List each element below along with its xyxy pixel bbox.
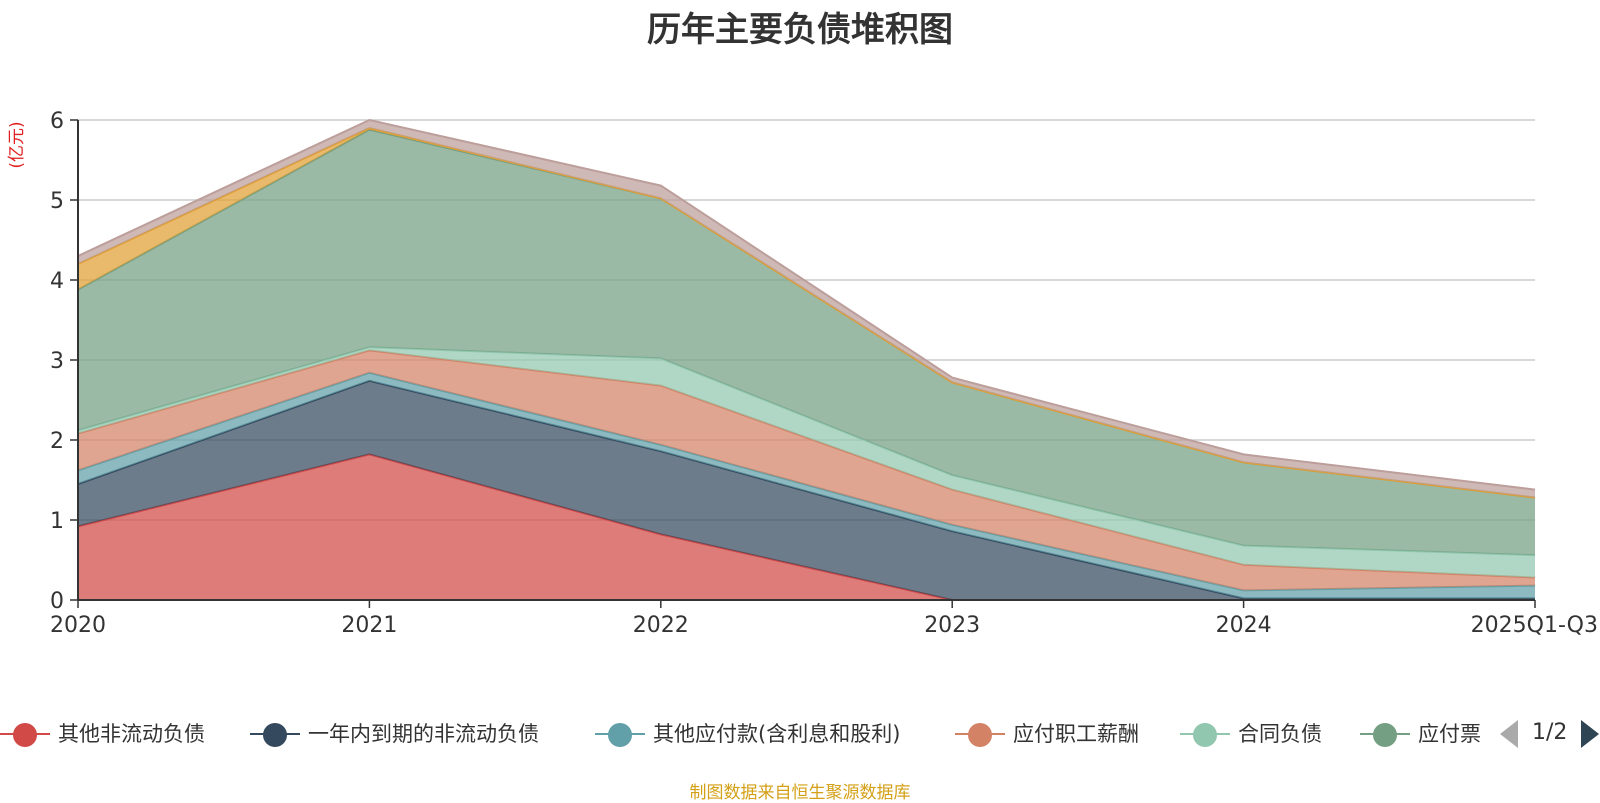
area-layer bbox=[77, 118, 1536, 601]
line-series-7 bbox=[77, 118, 1536, 491]
area-series-4 bbox=[78, 347, 1535, 578]
legend-label: 其他应付款(含利息和股利) bbox=[653, 722, 901, 746]
legend-marker-icon bbox=[1373, 723, 1397, 747]
stacked-area-chart: 0 1 2 3 4 5 6 2020 2021 2022 2023 2024 2025Q1-Q3 (亿元) bbox=[7, 109, 1598, 638]
legend-pager: 1/2 bbox=[1500, 716, 1600, 756]
y-tick-label: 1 bbox=[50, 509, 64, 534]
legend-items: 其他非流动负债 一年内到期的非流动负债 其他应付款(含利息和股利) 应付职工薪酬 合同负… bbox=[0, 716, 1500, 756]
y-tick-label: 0 bbox=[50, 589, 64, 614]
legend-label: 应付票 bbox=[1418, 722, 1481, 746]
data-source-note: 制图数据来自恒生聚源数据库 bbox=[689, 783, 911, 803]
legend-marker-icon bbox=[608, 723, 632, 747]
y-tick-label: 4 bbox=[50, 269, 64, 294]
legend-label: 其他非流动负债 bbox=[58, 722, 205, 746]
chart-title: 历年主要负债堆积图 bbox=[647, 10, 953, 50]
y-tick-label: 5 bbox=[50, 189, 64, 214]
x-tick-label: 2020 bbox=[50, 613, 106, 638]
legend-label: 合同负债 bbox=[1238, 722, 1322, 746]
x-tick-label: 2022 bbox=[633, 613, 689, 638]
axis-layer: 0 1 2 3 4 5 6 2020 2021 2022 2023 2024 2025Q1-Q3 (亿元) bbox=[7, 109, 1598, 638]
legend-marker-icon bbox=[968, 723, 992, 747]
legend-marker-icon bbox=[13, 723, 37, 747]
legend-prev-page-icon[interactable] bbox=[1500, 720, 1518, 748]
legend-page-indicator: 1/2 bbox=[1532, 720, 1568, 745]
y-tick-label: 3 bbox=[50, 349, 64, 374]
x-tick-label: 2024 bbox=[1216, 613, 1272, 638]
area-series-0 bbox=[78, 454, 1535, 600]
legend-next-page-icon[interactable] bbox=[1581, 720, 1599, 748]
y-axis-unit-label: (亿元) bbox=[7, 121, 27, 168]
legend-marker-icon bbox=[1193, 723, 1217, 747]
y-tick-label: 6 bbox=[50, 109, 64, 134]
legend-label: 一年内到期的非流动负债 bbox=[308, 722, 539, 746]
y-tick-label: 2 bbox=[50, 429, 64, 454]
legend-label: 应付职工薪酬 bbox=[1013, 722, 1139, 746]
x-tick-label: 2021 bbox=[341, 613, 397, 638]
x-tick-label: 2023 bbox=[924, 613, 980, 638]
x-tick-label: 2025Q1-Q3 bbox=[1471, 613, 1598, 638]
legend: 其他非流动负债 一年内到期的非流动负债 其他应付款(含利息和股利) 应付职工薪酬 合同负… bbox=[0, 716, 1600, 752]
area-series-5 bbox=[78, 129, 1535, 556]
legend-marker-icon bbox=[263, 723, 287, 747]
area-series-3 bbox=[78, 350, 1535, 591]
area-series-1 bbox=[78, 380, 1535, 600]
